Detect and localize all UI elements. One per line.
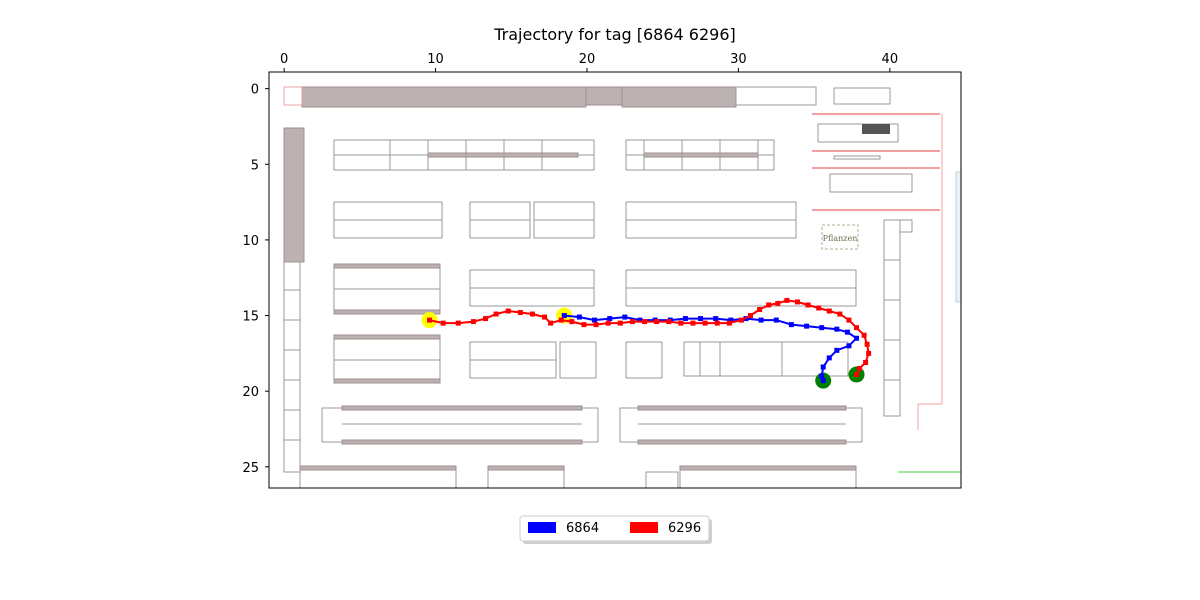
trajectory-point-6296 xyxy=(863,359,869,365)
x-tick-label: 30 xyxy=(730,52,747,67)
trajectory-point-6296 xyxy=(558,317,564,323)
trajectory-point-6296 xyxy=(483,316,489,322)
legend-box xyxy=(519,515,710,542)
trajectory-point-6296 xyxy=(861,332,867,338)
trajectory-point-6864 xyxy=(607,316,613,322)
x-tick-label: 10 xyxy=(427,52,444,67)
trajectory-point-6864 xyxy=(682,316,688,322)
trajectory-point-6296 xyxy=(738,317,744,323)
trajectory-point-6296 xyxy=(529,311,535,317)
trajectory-point-6296 xyxy=(581,322,587,328)
trajectory-point-6864 xyxy=(834,347,840,353)
trajectory-point-6864 xyxy=(698,316,704,322)
trajectory-point-6296 xyxy=(593,322,599,328)
trajectory-point-6864 xyxy=(576,314,582,320)
trajectory-point-6296 xyxy=(826,308,832,314)
trajectory-point-6296 xyxy=(642,319,648,325)
trajectory-point-6864 xyxy=(788,322,794,328)
trajectory-point-6296 xyxy=(857,365,863,371)
chart-title: Trajectory for tag [6864 6296] xyxy=(493,25,736,44)
trajectory-point-6296 xyxy=(766,302,772,308)
y-tick-label: 15 xyxy=(242,310,259,325)
trajectory-point-6296 xyxy=(517,310,523,316)
trajectory-point-6864 xyxy=(728,317,734,323)
trajectory-point-6296 xyxy=(854,372,860,378)
trajectory-point-6864 xyxy=(592,317,598,323)
trajectory-point-6296 xyxy=(690,320,696,326)
trajectory-point-6864 xyxy=(561,313,567,319)
trajectory-point-6296 xyxy=(666,319,672,325)
trajectory-point-6864 xyxy=(758,317,764,323)
trajectory-point-6296 xyxy=(654,319,660,325)
y-tick-label: 5 xyxy=(251,158,259,173)
floorplan-background: Pflanzen xyxy=(283,86,961,488)
trajectory-point-6296 xyxy=(470,319,476,325)
y-tick-label: 0 xyxy=(251,83,259,98)
trajectory-point-6296 xyxy=(757,306,763,312)
trajectory-point-6296 xyxy=(726,320,732,326)
trajectory-point-6864 xyxy=(844,329,850,335)
trajectory-point-6296 xyxy=(702,320,708,326)
trajectory-point-6864 xyxy=(637,317,643,323)
trajectory-line-6296 xyxy=(429,299,870,375)
trajectory-point-6296 xyxy=(629,319,635,325)
trajectory-point-6864 xyxy=(820,378,826,384)
trajectory-point-6296 xyxy=(748,313,754,319)
y-tick-label: 10 xyxy=(242,234,259,249)
trajectory-point-6864 xyxy=(854,335,860,341)
trajectory-point-6296 xyxy=(775,300,781,306)
y-tick-label: 20 xyxy=(242,385,259,400)
trajectory-point-6296 xyxy=(805,302,811,308)
trajectory-point-6296 xyxy=(427,317,433,323)
trajectory-point-6296 xyxy=(542,314,548,320)
trajectory-point-6296 xyxy=(854,325,860,331)
trajectory-point-6296 xyxy=(794,299,800,305)
trajectory-point-6864 xyxy=(804,323,810,329)
trajectory-point-6296 xyxy=(714,320,720,326)
trajectory-point-6296 xyxy=(846,317,852,323)
trajectory-point-6864 xyxy=(713,316,719,322)
trajectory-point-6296 xyxy=(505,308,511,314)
x-axis-ticks: 0 10 20 30 40 xyxy=(280,52,898,72)
legend-swatch-6864 xyxy=(528,522,556,533)
trajectory-point-6864 xyxy=(773,317,779,323)
trajectory-point-6864 xyxy=(826,355,832,361)
trajectory-point-6296 xyxy=(455,320,461,326)
trajectory-point-6864 xyxy=(834,326,840,332)
x-tick-label: 20 xyxy=(579,52,596,67)
legend-swatch-6296 xyxy=(630,522,658,533)
trajectory-point-6296 xyxy=(548,320,554,326)
y-tick-label: 25 xyxy=(242,461,259,476)
trajectory-point-6296 xyxy=(440,320,446,326)
floorplan-label-pflanzen: Pflanzen xyxy=(823,234,858,243)
trajectory-point-6296 xyxy=(493,311,499,317)
legend-label-6296: 6296 xyxy=(668,521,701,536)
trajectory-point-6296 xyxy=(864,341,870,347)
trajectory-point-6864 xyxy=(820,364,826,370)
y-axis-ticks: 0 5 10 15 20 25 xyxy=(242,83,269,476)
plot-frame xyxy=(268,71,962,489)
trajectory-point-6296 xyxy=(816,305,822,311)
trajectory-point-6864 xyxy=(819,325,825,331)
x-tick-label: 40 xyxy=(882,52,899,67)
trajectory-point-6296 xyxy=(678,320,684,326)
trajectory-point-6296 xyxy=(617,320,623,326)
trajectory-point-6296 xyxy=(784,297,790,303)
trajectory-layer xyxy=(421,297,872,389)
trajectory-point-6864 xyxy=(846,343,852,349)
trajectory-point-6864 xyxy=(819,373,825,379)
trajectory-point-6296 xyxy=(837,311,843,317)
legend-label-6864: 6864 xyxy=(566,521,599,536)
x-tick-label: 0 xyxy=(280,52,288,67)
trajectory-point-6296 xyxy=(605,320,611,326)
trajectory-point-6296 xyxy=(569,319,575,325)
trajectory-point-6864 xyxy=(622,314,628,320)
trajectory-point-6296 xyxy=(866,350,872,356)
legend: 6864 6296 xyxy=(519,515,712,544)
